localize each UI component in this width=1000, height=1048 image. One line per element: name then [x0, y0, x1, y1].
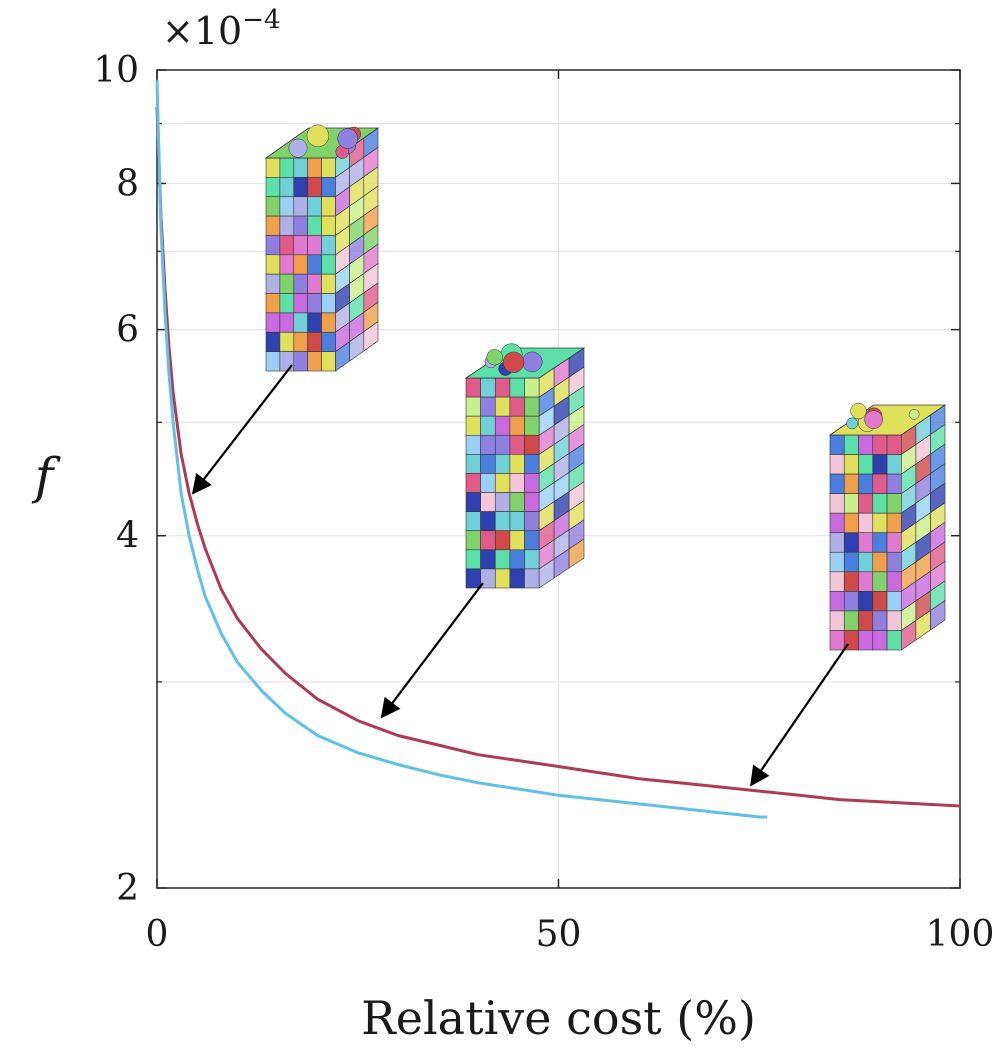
y-tick-label: 2	[116, 868, 139, 909]
y-axis: 2 4 6 8 10	[93, 50, 960, 909]
y-axis-multiplier: ×10−4	[162, 5, 281, 53]
series-line-2	[155, 80, 768, 819]
y-multiplier-exponent: −4	[242, 5, 280, 35]
x-axis-title: Relative cost (%)	[361, 991, 756, 1045]
y-tick-label: 10	[93, 50, 139, 91]
polycrystal-column-icon	[464, 343, 586, 589]
x-tick-label: 100	[926, 914, 995, 955]
inset-arrow	[380, 582, 484, 719]
inset-arrow	[191, 364, 293, 495]
series-line-1	[155, 106, 961, 808]
y-multiplier-base: ×10	[162, 9, 242, 53]
x-tick-label: 0	[146, 914, 169, 955]
y-tick-label: 8	[116, 163, 139, 204]
x-axis: 0 50 100	[146, 70, 995, 955]
microstructure-insets	[191, 124, 947, 787]
y-axis-title: f	[31, 447, 61, 505]
series-lines	[155, 80, 961, 819]
polycrystal-column-icon	[828, 402, 947, 651]
x-tick-label: 50	[536, 914, 582, 955]
y-tick-label: 6	[116, 310, 139, 351]
y-tick-label: 4	[116, 516, 139, 557]
inset-arrow	[750, 643, 849, 787]
polycrystal-column-icon	[264, 124, 380, 372]
